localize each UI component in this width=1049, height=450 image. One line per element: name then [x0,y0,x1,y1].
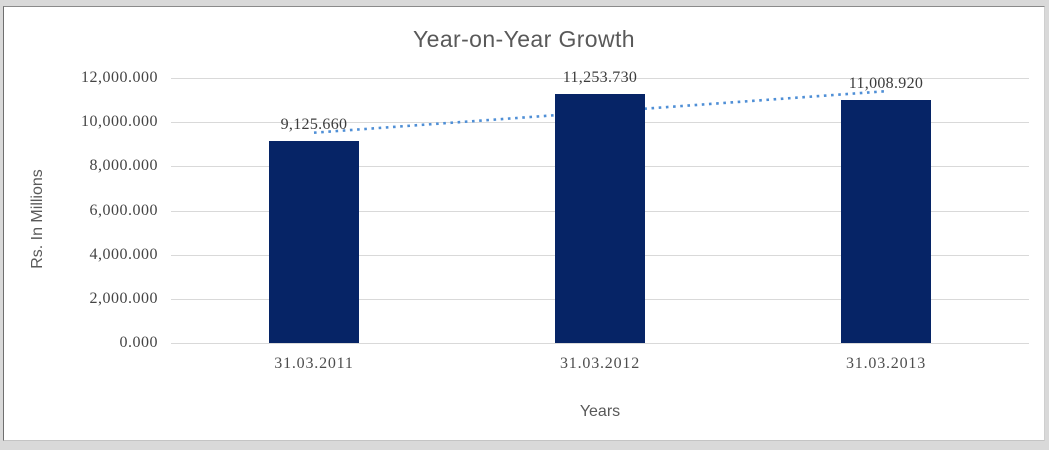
data-label: 11,253.730 [562,69,638,87]
bar-slot: 11,253.730 [457,69,743,343]
y-tick-label: 8,000.000 [89,157,158,175]
y-tick-label: 6,000.000 [89,201,158,219]
y-tick-label: 2,000.000 [89,289,158,307]
plot-area: 9,125.660 11,253.730 11,008.920 [171,69,1029,344]
gridline [171,78,1029,79]
x-axis-title: Years [579,403,621,420]
x-tick-label: 31.03.2012 [560,355,640,372]
bar-slot: 11,008.920 [743,74,1029,343]
bar-31.03.2011 [268,141,359,343]
y-tick-label: 0.000 [119,334,158,351]
bar-slot: 9,125.660 [171,78,457,343]
data-label: 11,008.920 [848,74,924,92]
y-tick-label: 10,000.000 [81,113,158,131]
bar-31.03.2012 [554,94,645,343]
x-tick-label: 31.03.2013 [846,355,926,372]
trendline-path [313,89,887,134]
x-tick-label: 31.03.2011 [274,355,354,372]
y-tick-label: 4,000.000 [89,245,158,263]
y-axis: 12,000.000 10,000.000 8,000.000 6,000.000 4,… [4,69,158,351]
gridline [171,343,1029,344]
x-axis: 31.03.2011 31.03.2012 31.03.2013 [171,355,1029,375]
chart-frame: Year-on-Year Growth Rs. In Millions 12,0… [3,6,1045,441]
trendline [313,89,887,134]
y-tick-label: 12,000.000 [81,69,158,86]
bar-31.03.2013 [840,99,931,343]
chart-title: Year-on-Year Growth [413,26,635,52]
data-label: 9,125.660 [280,116,348,134]
